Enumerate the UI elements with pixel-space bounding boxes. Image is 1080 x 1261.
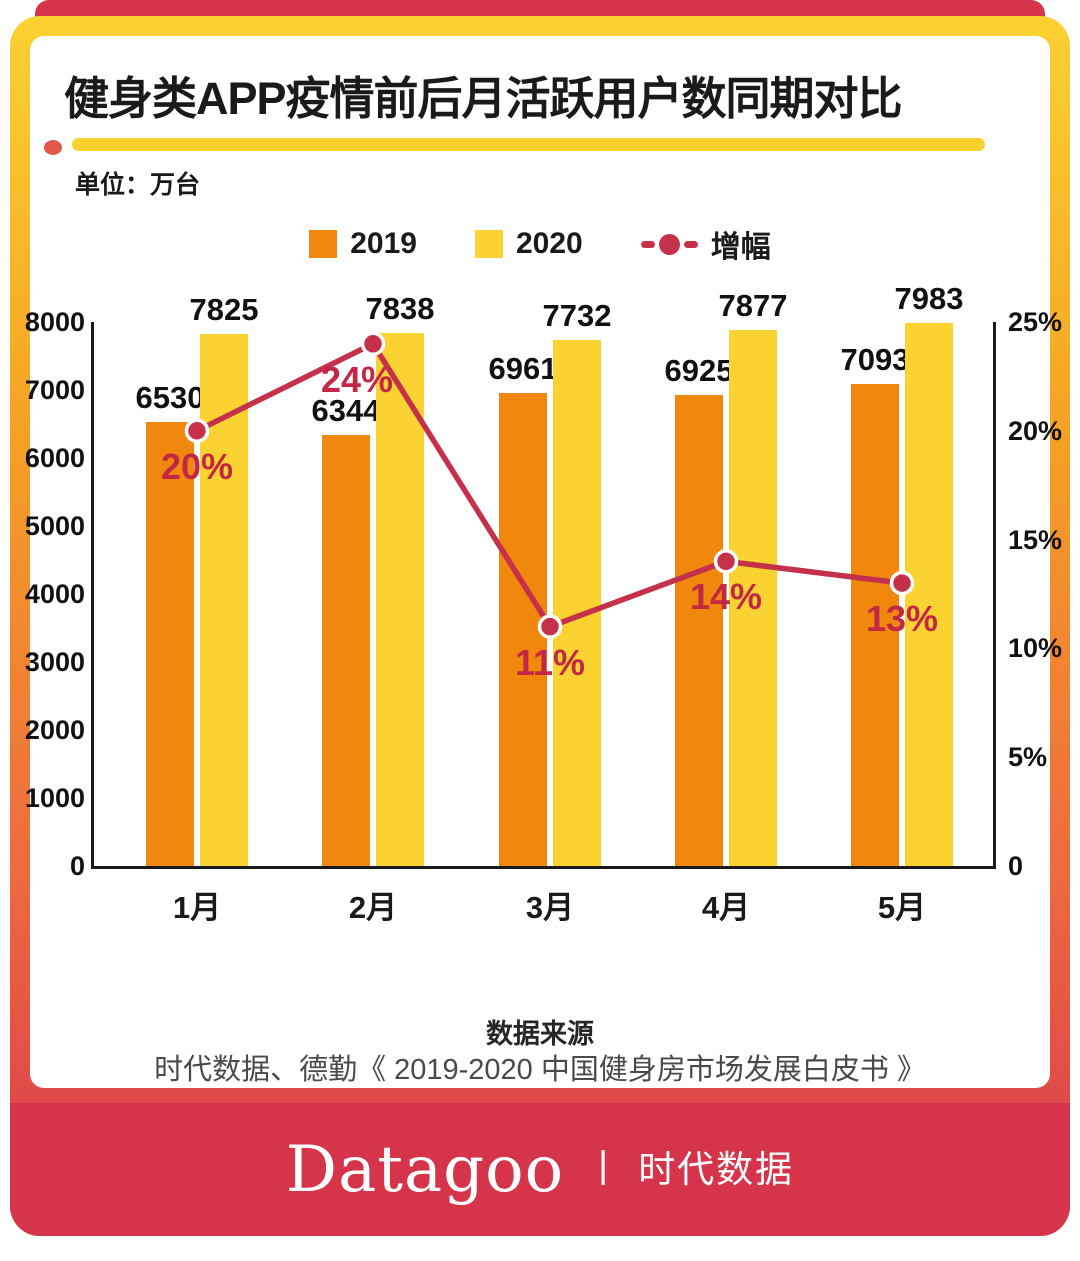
bar-value-2019: 6530	[135, 379, 205, 415]
month-label: 2月	[348, 890, 398, 925]
month-label: 3月	[525, 890, 575, 925]
bar-2019	[322, 434, 370, 866]
growth-point-marker	[713, 549, 739, 574]
bar-value-2019: 7093	[840, 341, 910, 377]
legend-2020-swatch-icon	[475, 230, 503, 258]
growth-value-label: 13%	[865, 598, 939, 640]
month-label: 5月	[877, 890, 927, 925]
divider-dot-icon	[44, 140, 62, 155]
growth-point-marker	[537, 614, 563, 639]
footer-band: Datagoo 丨 时代数据	[10, 1103, 1070, 1236]
legend-item-growth: 增幅	[640, 222, 771, 266]
growth-value-label: 24%	[320, 358, 394, 400]
growth-value-label: 11%	[514, 641, 586, 683]
left-axis-tick-label: 0	[69, 851, 85, 881]
legend-growth-line-icon	[640, 233, 698, 255]
growth-point-marker	[889, 570, 915, 596]
bar-value-2020: 7838	[365, 291, 435, 327]
growth-point-marker	[360, 331, 386, 357]
bar-2019	[675, 395, 723, 866]
source-text: 时代数据、德勤《 2019-2020 中国健身房市场发展白皮书 》	[154, 1054, 926, 1086]
legend-2020-label: 2020	[516, 227, 583, 260]
bar-value-2020: 7825	[189, 291, 259, 327]
bar-2020	[729, 330, 777, 866]
bar-2019	[851, 383, 899, 866]
right-axis-tick-label: 15%	[1008, 524, 1063, 555]
left-axis-tick-label: 5000	[24, 511, 85, 541]
bar-2020	[376, 333, 424, 866]
legend-item-2020: 2020	[475, 227, 583, 261]
right-axis-tick-label: 25%	[1008, 307, 1063, 337]
growth-point-marker	[184, 418, 210, 444]
brand-chinese-name: 时代数据	[638, 1149, 795, 1190]
legend-item-2019: 2019	[309, 227, 417, 261]
left-axis-tick-label: 7000	[24, 375, 85, 405]
bar-value-2020: 7877	[718, 288, 788, 324]
month-label: 1月	[172, 890, 222, 925]
y-axis-left-line	[91, 322, 94, 866]
growth-value-label: 14%	[689, 576, 763, 618]
left-axis-tick-label: 1000	[24, 783, 85, 813]
page-title: 健身类APP疫情前后月活跃用户数同期对比	[64, 73, 903, 124]
bar-value-2020: 7983	[894, 281, 964, 317]
bar-value-2019: 6925	[664, 353, 734, 389]
legend-growth-label: 增幅	[710, 231, 771, 264]
left-axis-tick-label: 6000	[24, 443, 85, 473]
left-axis-tick-label: 4000	[24, 579, 85, 609]
bar-value-2020: 7732	[542, 298, 612, 334]
bar-value-2019: 6344	[311, 392, 381, 428]
bar-2019	[146, 421, 194, 866]
right-axis-tick-label: 10%	[1008, 633, 1063, 664]
legend-2019-swatch-icon	[309, 230, 338, 258]
divider-bar	[72, 138, 985, 151]
growth-value-label: 20%	[160, 445, 234, 487]
bar-2020	[905, 323, 953, 866]
x-axis-line	[91, 866, 996, 869]
unit-label: 单位：万台	[75, 171, 201, 199]
y-axis-right-line	[993, 322, 996, 869]
brand-separator: 丨	[584, 1148, 623, 1191]
left-axis-tick-label: 2000	[24, 715, 85, 745]
bar-2020	[553, 340, 601, 866]
right-axis-tick-label: 20%	[1008, 415, 1063, 446]
right-axis-tick-label: 0	[1008, 851, 1024, 881]
left-axis-tick-label: 8000	[24, 307, 85, 337]
chart-legend: 2019 2020 增幅	[0, 222, 1080, 266]
month-label: 4月	[701, 890, 751, 925]
bar-value-2019: 6961	[488, 350, 558, 386]
left-axis-tick-label: 3000	[24, 647, 85, 677]
source-title: 数据来源	[486, 1019, 594, 1049]
brand-logo: Datagoo	[285, 1132, 565, 1207]
legend-2019-label: 2019	[350, 227, 417, 260]
right-axis-tick-label: 5%	[1008, 742, 1048, 773]
